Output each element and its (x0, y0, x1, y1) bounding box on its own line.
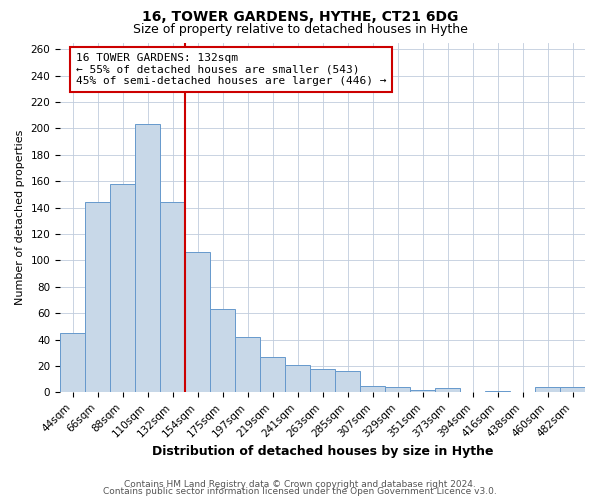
Text: Contains public sector information licensed under the Open Government Licence v3: Contains public sector information licen… (103, 487, 497, 496)
Bar (160, 202, 185, 392)
X-axis label: Distribution of detached houses by size in Hythe: Distribution of detached houses by size … (152, 444, 493, 458)
Text: 16 TOWER GARDENS: 132sqm
← 55% of detached houses are smaller (543)
45% of semi-: 16 TOWER GARDENS: 132sqm ← 55% of detach… (76, 53, 386, 86)
Bar (60, 333, 85, 392)
Bar (135, 124, 160, 392)
Bar (285, 364, 310, 392)
Bar (235, 337, 260, 392)
Bar (485, 391, 510, 392)
Bar (185, 252, 210, 392)
Bar (535, 387, 560, 392)
Bar (335, 371, 360, 392)
Text: 16, TOWER GARDENS, HYTHE, CT21 6DG: 16, TOWER GARDENS, HYTHE, CT21 6DG (142, 10, 458, 24)
Bar (110, 184, 135, 392)
Bar (310, 368, 335, 392)
Bar (210, 309, 235, 392)
Y-axis label: Number of detached properties: Number of detached properties (15, 130, 25, 305)
Text: Size of property relative to detached houses in Hythe: Size of property relative to detached ho… (133, 22, 467, 36)
Bar (385, 387, 410, 392)
Bar (85, 202, 110, 392)
Bar (410, 390, 435, 392)
Bar (435, 388, 460, 392)
Bar (560, 387, 585, 392)
Bar (360, 386, 385, 392)
Text: Contains HM Land Registry data © Crown copyright and database right 2024.: Contains HM Land Registry data © Crown c… (124, 480, 476, 489)
Bar (260, 356, 285, 392)
